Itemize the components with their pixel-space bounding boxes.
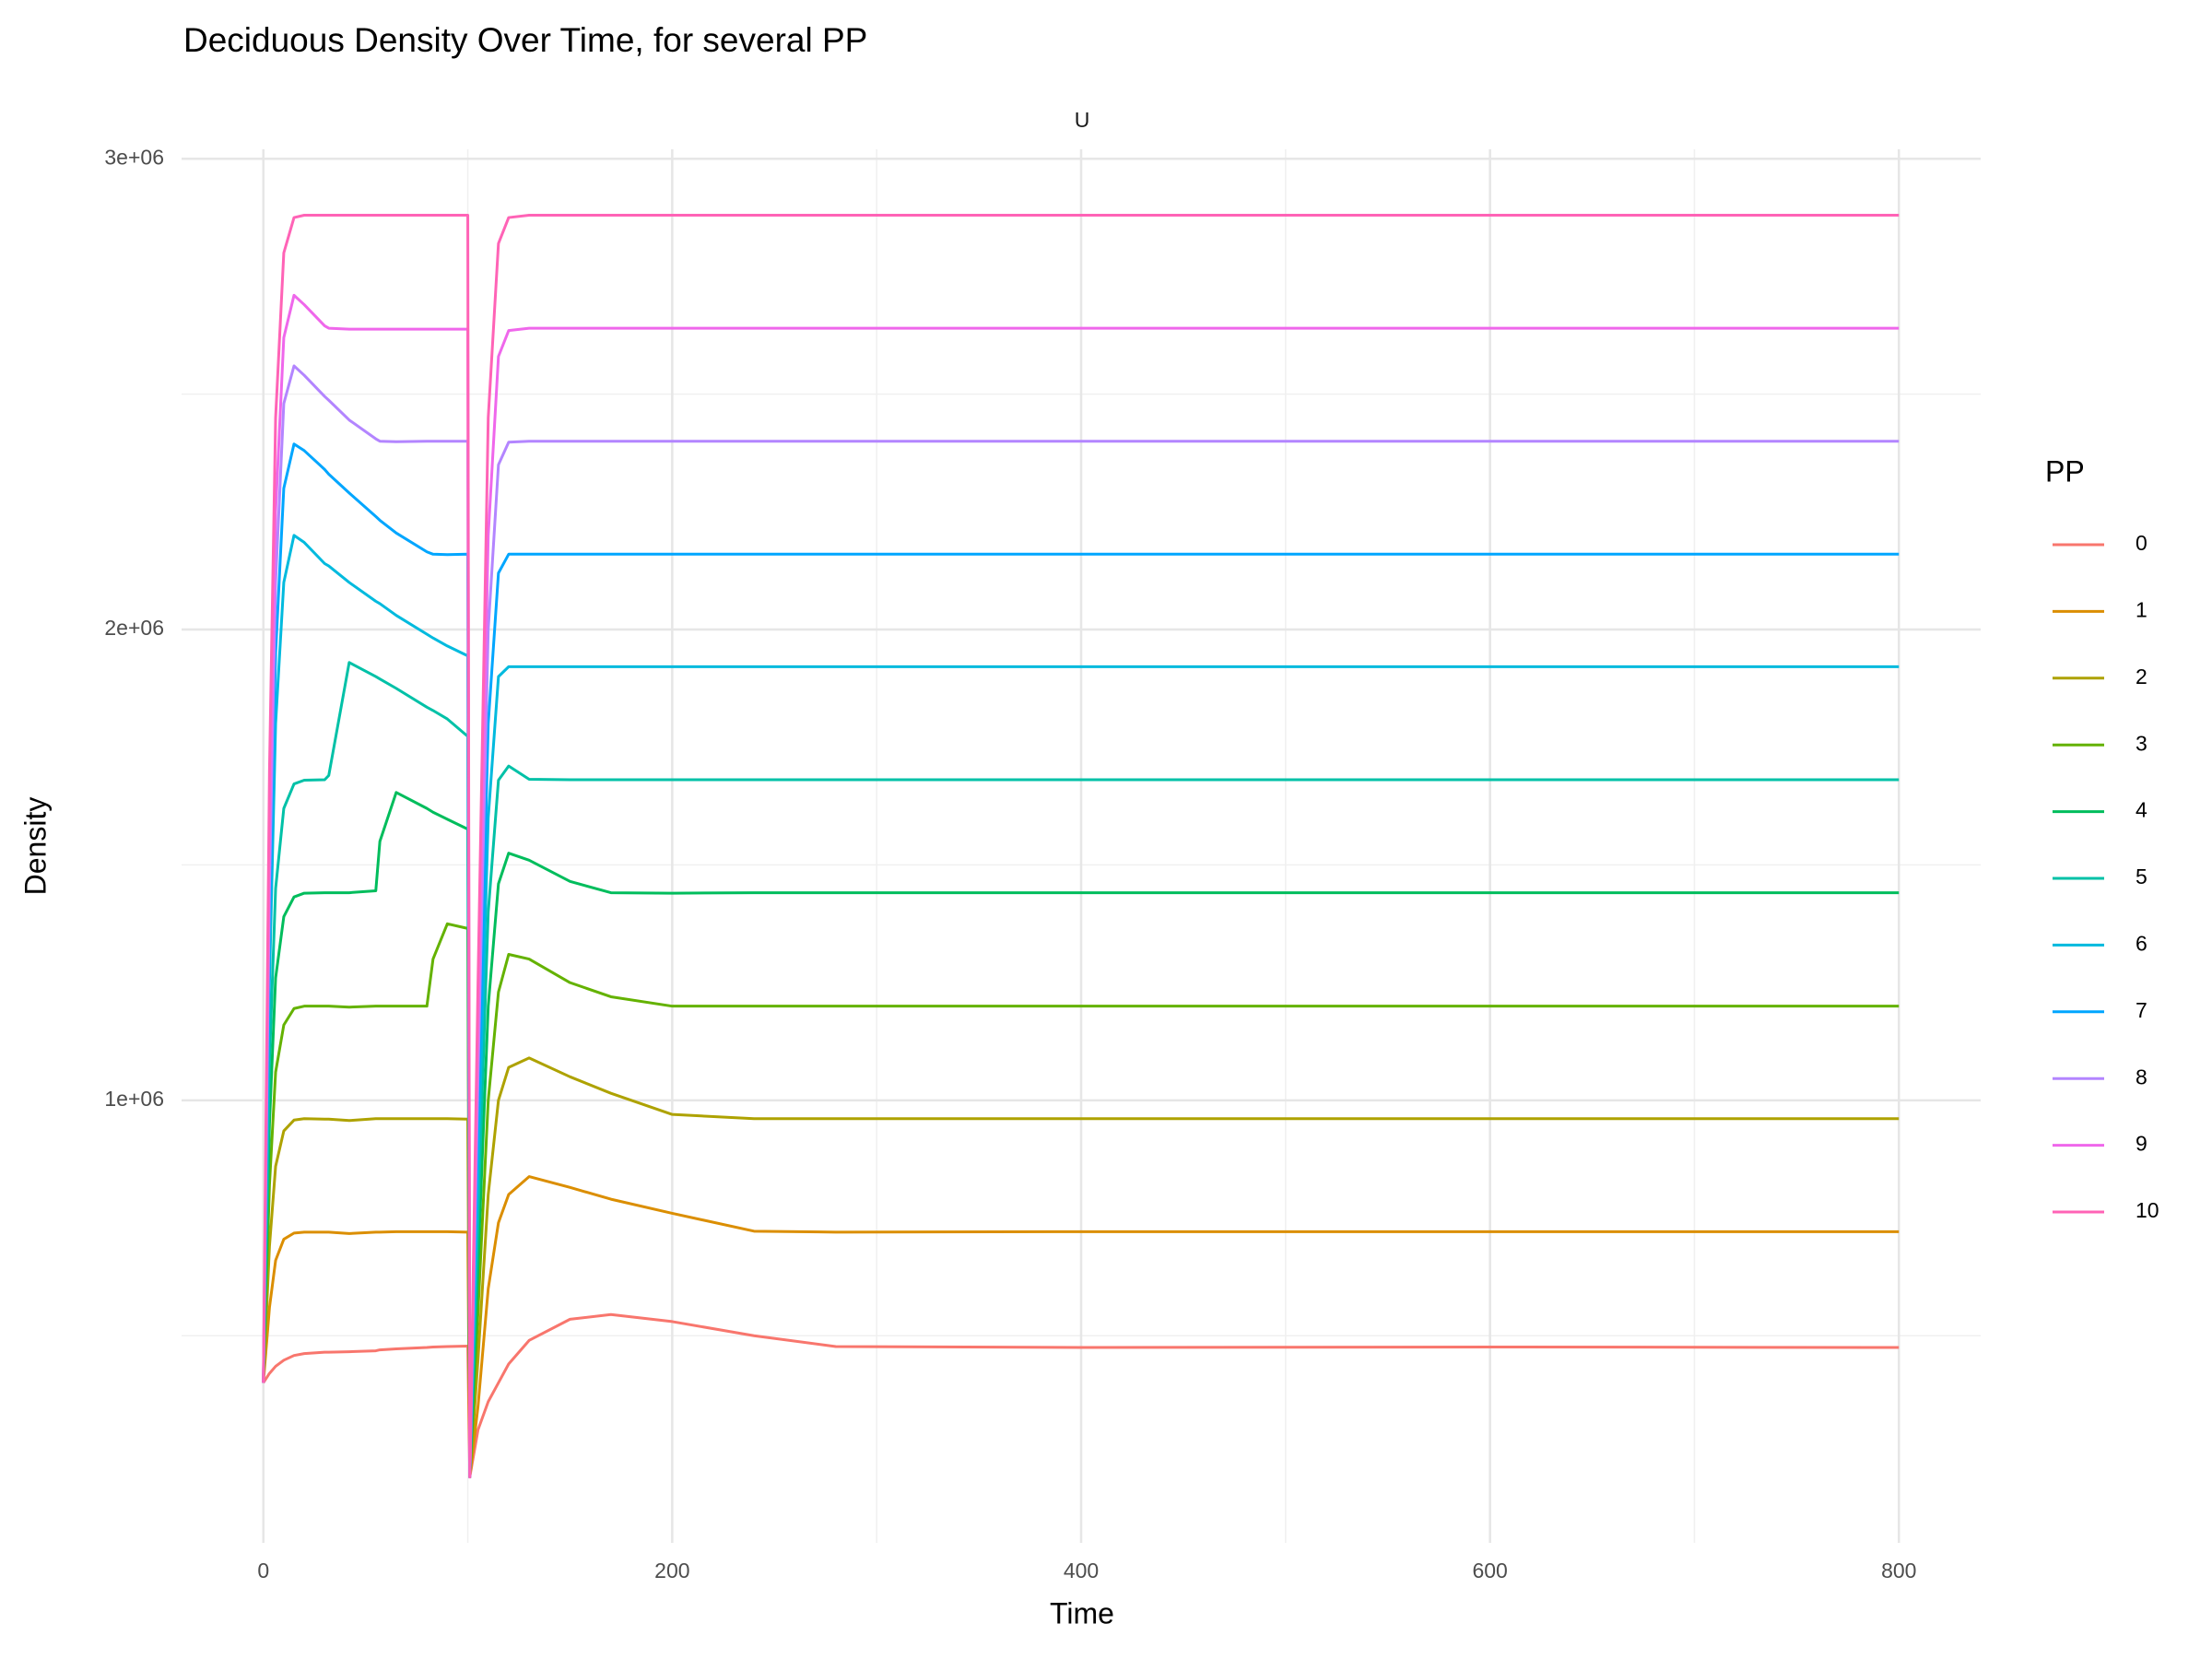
x-tick-label: 800: [1881, 1559, 1916, 1583]
facet-label: U: [1075, 108, 1090, 132]
y-tick-label: 3e+06: [104, 145, 164, 169]
legend-label: 8: [2136, 1065, 2147, 1088]
series-line: [262, 293, 1900, 1478]
legend-label: 5: [2136, 865, 2147, 888]
legend-label: 3: [2136, 731, 2147, 755]
legend-label: 4: [2136, 798, 2147, 822]
x-tick-label: 600: [1472, 1559, 1507, 1583]
y-axis-title: Density: [18, 797, 52, 896]
legend-label: 9: [2136, 1132, 2147, 1156]
series-line: [262, 1056, 1900, 1478]
legend-label: 6: [2136, 931, 2147, 955]
chart-title: Deciduous Density Over Time, for several…: [183, 21, 867, 59]
series-line: [262, 364, 1900, 1478]
legend-label: 1: [2136, 597, 2147, 621]
series-line: [262, 214, 1900, 1478]
series-line: [262, 791, 1900, 1478]
y-tick-label: 2e+06: [104, 616, 164, 640]
x-axis-title: Time: [1050, 1596, 1114, 1630]
series-line: [262, 1312, 1900, 1478]
series-line: [262, 661, 1900, 1478]
legend-title: PP: [2045, 454, 2085, 488]
x-tick-label: 200: [654, 1559, 689, 1583]
legend-label: 2: [2136, 665, 2147, 688]
series-line: [262, 1175, 1900, 1478]
legend-label: 7: [2136, 998, 2147, 1022]
series-line: [262, 534, 1900, 1478]
y-tick-label: 1e+06: [104, 1087, 164, 1111]
legend-label: 0: [2136, 531, 2147, 555]
series-line: [262, 442, 1900, 1478]
x-tick-label: 0: [257, 1559, 269, 1583]
x-tick-label: 400: [1064, 1559, 1099, 1583]
legend-label: 10: [2136, 1198, 2159, 1222]
series-line: [262, 922, 1900, 1478]
